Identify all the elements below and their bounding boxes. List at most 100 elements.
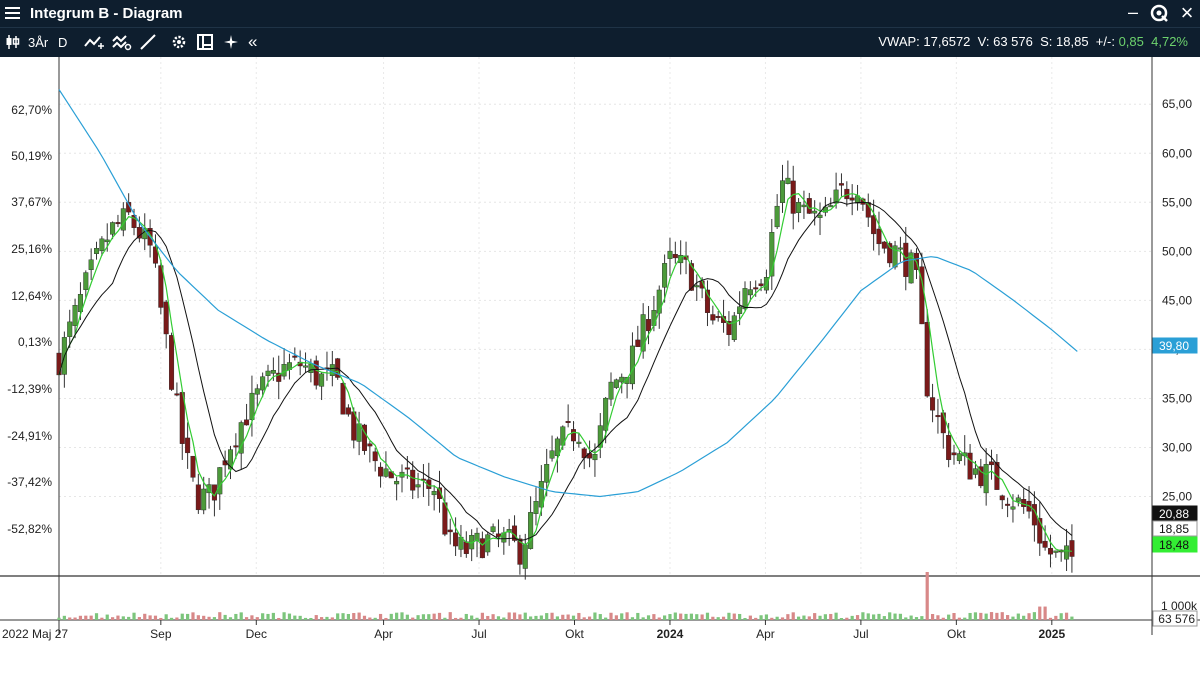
candle-body [345,407,351,415]
add-indicator-icon[interactable] [84,33,104,51]
volume-bar [807,616,811,620]
candle-body [254,388,260,395]
volume-bar [502,617,506,620]
close-button[interactable]: × [1180,0,1194,25]
volume-bar [802,615,806,620]
volume-bar [914,617,919,620]
candle-body [624,376,630,384]
volume-bar [743,617,747,620]
crosshair-icon[interactable] [222,33,240,51]
x-axis-label: Okt [947,627,966,641]
candle-body [394,480,400,485]
candle-body [490,526,496,532]
candle-body [303,365,309,368]
candle-body [956,453,962,462]
volume-bar [973,612,978,620]
volume-bar [512,612,517,620]
candle-body [410,469,416,491]
volume-bar [711,616,715,620]
volume-bar [480,612,484,620]
volume-bar [432,613,436,620]
candle-body [978,466,984,487]
candle-body [554,438,560,456]
candle-body [576,441,582,444]
last-price: 18,85 [1056,34,1089,49]
indicator-settings-icon[interactable] [112,33,132,51]
volume-bar [893,613,897,620]
period-selector[interactable]: 3År [28,35,49,50]
volume-bar [384,617,388,620]
volume-bar [341,613,345,620]
candle-body [758,283,764,286]
candle-body [367,443,373,447]
volume-bar [754,617,758,620]
volume-bar [137,617,141,620]
volume-bar [904,617,908,620]
volume-bar [689,613,694,620]
price-badge-label: 39,80 [1159,339,1189,353]
collapse-icon[interactable]: « [248,32,258,51]
volume-bar [829,613,833,620]
candle-body [1037,518,1043,544]
volume-bar [68,617,72,620]
candle-body [185,437,191,454]
volume-badge [1152,610,1198,627]
window-settings-icon[interactable] [1150,4,1168,22]
candle-body [115,222,121,225]
menu-icon[interactable] [5,7,20,20]
candle-body [737,306,743,314]
candle-body [281,364,287,377]
price-chart[interactable]: 65,0060,0055,0050,0045,0040,0035,0030,00… [0,57,1200,672]
candle-body [769,232,775,277]
volume-bar [416,615,420,620]
candle-body [651,310,657,326]
volume-bar [73,617,77,620]
volume-bar [695,614,699,620]
volume-bar [866,613,870,620]
volume-bar [244,617,249,620]
candle-body [646,319,652,332]
candle-body [463,541,469,554]
volume-bar [566,614,570,620]
volume-bar [105,614,109,620]
percent-tick-label: -12,39% [7,382,52,396]
candle-body [946,435,952,461]
interval-selector[interactable]: D [58,35,68,50]
candle-body [163,301,169,335]
volume-bar [169,617,174,620]
volume-bar [116,615,120,620]
percent-tick-label: 50,19% [11,149,52,163]
volume-bar [1027,613,1031,620]
volume-bar [400,612,404,620]
change-value: 0,85 [1118,34,1144,49]
candle-body [136,227,142,239]
volume-bar [834,612,838,620]
draw-line-icon[interactable] [139,33,157,51]
volume-bar [518,614,522,620]
candle-body [635,339,641,348]
volume-bar [577,612,581,620]
x-axis-label: Jul [471,627,486,641]
volume-bar [909,615,913,620]
candle-body [77,294,83,313]
minimize-button[interactable]: – [1127,2,1138,22]
volume-bar [395,612,399,620]
percent-tick-label: 37,67% [11,195,52,209]
volume-bar [261,613,265,620]
candlestick-icon[interactable] [4,33,22,51]
layout-icon[interactable] [196,33,214,51]
chart-area[interactable]: 65,0060,0055,0050,0045,0040,0035,0030,00… [0,57,1200,672]
price-badge [1152,536,1198,553]
candle-body [474,532,480,542]
volume-bar [437,612,442,620]
volume-bar [164,614,168,620]
candle-body [479,538,485,559]
volume-bar [475,617,479,620]
volume-bar [84,615,88,620]
candle-body [972,468,978,475]
settings-icon[interactable] [170,33,188,51]
candle-body [83,272,89,290]
candle-body [726,321,732,335]
title-bar: Integrum B - Diagram – × [0,0,1200,27]
candle-body [1069,540,1075,557]
